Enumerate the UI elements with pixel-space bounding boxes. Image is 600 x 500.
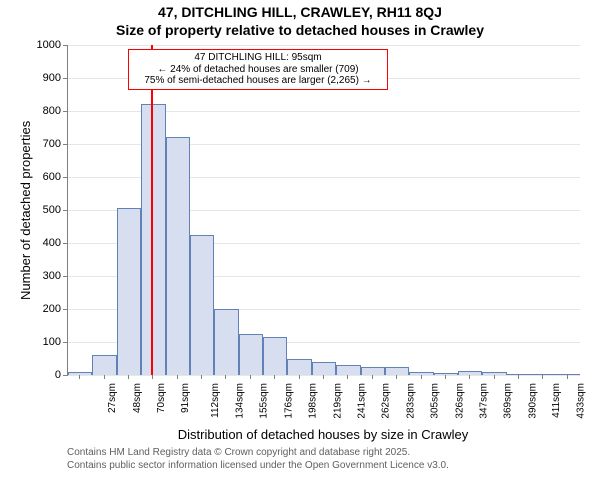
- callout-line: 75% of semi-detached houses are larger (…: [133, 75, 383, 87]
- chart-title-1: 47, DITCHLING HILL, CRAWLEY, RH11 8QJ: [0, 0, 600, 22]
- y-tick-mark: [63, 342, 67, 343]
- y-tick-mark: [63, 276, 67, 277]
- x-tick-mark: [299, 375, 300, 379]
- y-tick-mark: [63, 243, 67, 244]
- x-tick-label: 198sqm: [308, 383, 319, 419]
- y-tick-mark: [63, 375, 67, 376]
- x-tick-mark: [201, 375, 202, 379]
- x-tick-label: 326sqm: [454, 383, 465, 419]
- x-tick-mark: [372, 375, 373, 379]
- histogram-bar: [166, 137, 190, 375]
- y-tick-label: 400: [43, 237, 61, 249]
- footer-line-2: Contains public sector information licen…: [67, 460, 449, 473]
- histogram-bar: [239, 334, 263, 375]
- x-tick-label: 134sqm: [235, 383, 246, 419]
- x-tick-label: 27sqm: [107, 383, 118, 413]
- x-tick-mark: [445, 375, 446, 379]
- histogram-bar: [361, 367, 385, 375]
- x-tick-label: 91sqm: [180, 383, 191, 413]
- x-tick-label: 70sqm: [156, 383, 167, 413]
- histogram-bar: [409, 372, 433, 375]
- histogram-bar: [141, 104, 165, 375]
- y-tick-mark: [63, 309, 67, 310]
- histogram-bar: [556, 374, 580, 375]
- reference-line: [151, 45, 153, 375]
- x-tick-label: 283sqm: [405, 383, 416, 419]
- plot-area: 47 DITCHLING HILL: 95sqm← 24% of detache…: [67, 45, 580, 376]
- x-tick-label: 347sqm: [478, 383, 489, 419]
- y-tick-mark: [63, 177, 67, 178]
- x-tick-label: 48sqm: [132, 383, 143, 413]
- histogram-bar: [434, 373, 458, 375]
- histogram-bar: [458, 371, 482, 375]
- x-tick-mark: [542, 375, 543, 379]
- y-tick-mark: [63, 111, 67, 112]
- x-tick-mark: [347, 375, 348, 379]
- gridline: [68, 375, 580, 376]
- x-tick-label: 176sqm: [283, 383, 294, 419]
- histogram-bar: [68, 372, 92, 375]
- x-axis-label: Distribution of detached houses by size …: [67, 427, 579, 442]
- gridline: [68, 45, 580, 46]
- y-tick-label: 500: [43, 204, 61, 216]
- histogram-bar: [92, 355, 116, 375]
- x-tick-label: 433sqm: [576, 383, 587, 419]
- x-tick-mark: [250, 375, 251, 379]
- x-tick-label: 369sqm: [503, 383, 514, 419]
- x-tick-mark: [469, 375, 470, 379]
- y-tick-mark: [63, 144, 67, 145]
- y-tick-mark: [63, 210, 67, 211]
- histogram-bar: [385, 367, 409, 375]
- x-tick-mark: [323, 375, 324, 379]
- x-tick-mark: [396, 375, 397, 379]
- histogram-bar: [312, 362, 336, 375]
- callout-line: ← 24% of detached houses are smaller (70…: [133, 64, 383, 76]
- chart-title-2: Size of property relative to detached ho…: [0, 22, 600, 40]
- histogram-bar: [287, 359, 311, 376]
- x-tick-label: 155sqm: [259, 383, 270, 419]
- x-tick-label: 262sqm: [381, 383, 392, 419]
- x-tick-mark: [79, 375, 80, 379]
- footer-line-1: Contains HM Land Registry data © Crown c…: [67, 447, 449, 460]
- y-tick-mark: [63, 78, 67, 79]
- y-tick-label: 0: [55, 369, 61, 381]
- x-tick-mark: [152, 375, 153, 379]
- y-tick-mark: [63, 45, 67, 46]
- histogram-bar: [117, 208, 141, 375]
- x-tick-mark: [177, 375, 178, 379]
- x-tick-label: 219sqm: [332, 383, 343, 419]
- y-tick-label: 800: [43, 105, 61, 117]
- x-tick-label: 411sqm: [551, 383, 562, 418]
- histogram-bar: [263, 337, 287, 375]
- histogram-bar: [531, 374, 555, 375]
- footer-attribution: Contains HM Land Registry data © Crown c…: [67, 447, 449, 472]
- histogram-bar: [190, 235, 214, 375]
- x-tick-mark: [128, 375, 129, 379]
- histogram-bar: [214, 309, 238, 375]
- y-tick-label: 700: [43, 138, 61, 150]
- chart-container: { "title": { "line1": "47, DITCHLING HIL…: [0, 0, 600, 500]
- x-tick-mark: [274, 375, 275, 379]
- y-tick-label: 900: [43, 72, 61, 84]
- y-tick-label: 1000: [37, 39, 61, 51]
- callout-line: 47 DITCHLING HILL: 95sqm: [133, 52, 383, 64]
- y-tick-label: 100: [43, 336, 61, 348]
- x-tick-mark: [421, 375, 422, 379]
- histogram-bar: [336, 365, 360, 375]
- callout-annotation: 47 DITCHLING HILL: 95sqm← 24% of detache…: [128, 49, 388, 90]
- x-tick-mark: [567, 375, 568, 379]
- x-tick-label: 112sqm: [210, 383, 221, 418]
- y-axis-label: Number of detached properties: [18, 121, 33, 300]
- x-tick-label: 390sqm: [527, 383, 538, 419]
- y-tick-label: 200: [43, 303, 61, 315]
- x-tick-mark: [104, 375, 105, 379]
- histogram-bar: [482, 372, 506, 375]
- x-tick-label: 305sqm: [430, 383, 441, 419]
- x-tick-mark: [518, 375, 519, 379]
- x-tick-label: 241sqm: [357, 383, 368, 419]
- x-tick-mark: [494, 375, 495, 379]
- y-tick-label: 300: [43, 270, 61, 282]
- x-tick-mark: [225, 375, 226, 379]
- y-tick-label: 600: [43, 171, 61, 183]
